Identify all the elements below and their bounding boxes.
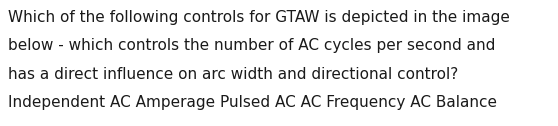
Text: below - which controls the number of AC cycles per second and: below - which controls the number of AC … bbox=[8, 38, 496, 53]
Text: Which of the following controls for GTAW is depicted in the image: Which of the following controls for GTAW… bbox=[8, 10, 510, 25]
Text: Independent AC Amperage Pulsed AC AC Frequency AC Balance: Independent AC Amperage Pulsed AC AC Fre… bbox=[8, 95, 497, 110]
Text: has a direct influence on arc width and directional control?: has a direct influence on arc width and … bbox=[8, 67, 459, 82]
